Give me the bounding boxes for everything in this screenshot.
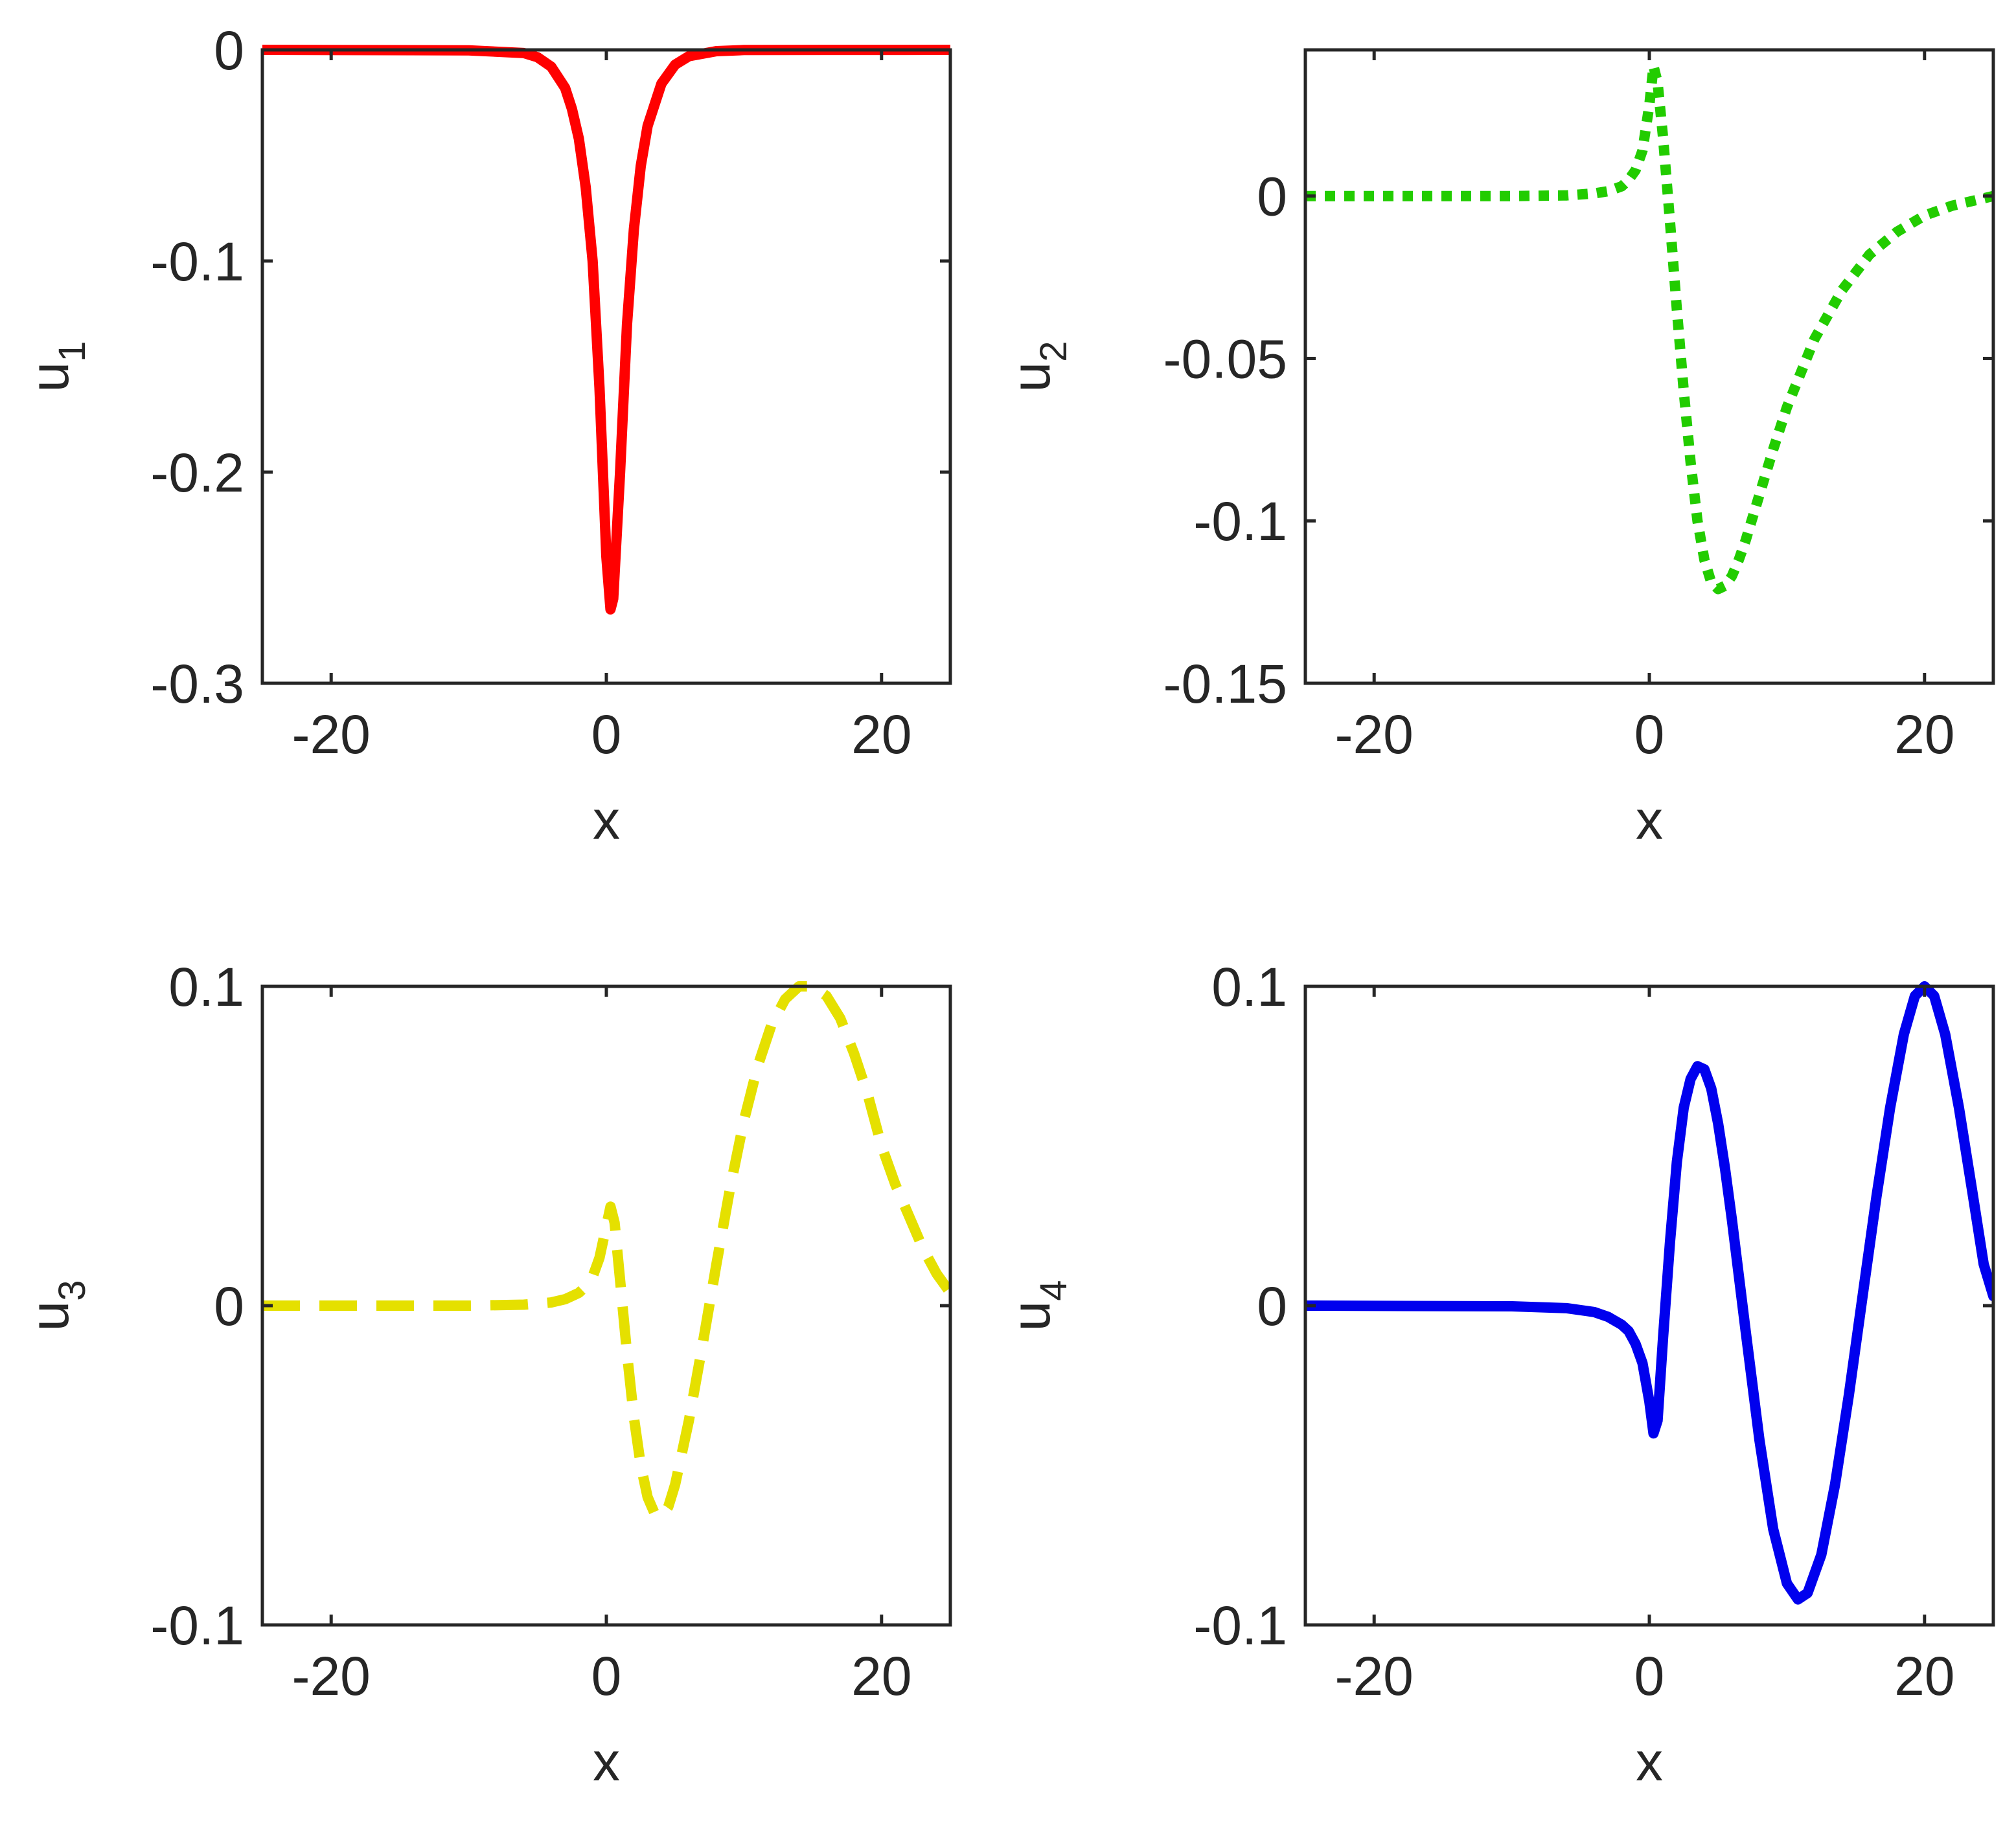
panel-top-right-axes-frame (1303, 48, 1995, 685)
y-tick-label: 0.1 (168, 957, 244, 1017)
panel-top-right-y-axis-label: u2 (1000, 341, 1075, 392)
x-tick-label: 0 (1634, 1646, 1665, 1707)
panel-top-left-y-axis-label: u1 (19, 341, 93, 392)
y-tick-label: -0.15 (1163, 653, 1287, 714)
x-tick-label: 0 (591, 1646, 622, 1707)
panel-bottom-right-x-axis-label: x (1636, 1731, 1663, 1792)
x-tick-label: 20 (851, 1646, 911, 1707)
panel-bottom-left-axes-frame (260, 984, 952, 1627)
panel-top-right: -20 0 20 0 -0.05 -0.1 -0.15 x u2 (1000, 48, 1995, 850)
panel-top-right-series-line (1305, 61, 1993, 595)
x-tick-label: 0 (1634, 704, 1665, 765)
y-tick-label: -0.1 (1193, 491, 1287, 552)
x-tick-label: 20 (1894, 1646, 1954, 1707)
x-tick-label: 0 (591, 704, 622, 765)
y-tick-label: 0 (1257, 1276, 1287, 1337)
panel-bottom-right-series-line (1305, 981, 1993, 1605)
x-tick-label: -20 (292, 704, 370, 765)
y-tick-label: -0.1 (150, 231, 244, 292)
y-tick-label: 0 (214, 20, 244, 81)
panel-bottom-left-y-axis-label: u3 (19, 1280, 93, 1332)
x-tick-label: -20 (1334, 1646, 1413, 1707)
y-tick-label: 0 (1257, 166, 1287, 227)
panel-top-left-x-axis-label: x (593, 789, 620, 850)
y-tick-label: 0 (214, 1276, 244, 1337)
panel-top-left-series-line (262, 45, 950, 615)
y-tick-label: -0.2 (150, 442, 244, 503)
y-tick-label: -0.1 (150, 1595, 244, 1656)
y-tick-label: 0.1 (1211, 957, 1287, 1017)
x-tick-label: 20 (1894, 704, 1954, 765)
x-tick-label: 20 (851, 704, 911, 765)
x-tick-label: -20 (1334, 704, 1413, 765)
y-tick-label: -0.3 (150, 653, 244, 714)
x-tick-label: -20 (292, 1646, 370, 1707)
y-tick-label: -0.05 (1163, 328, 1287, 389)
y-tick-label: -0.1 (1193, 1595, 1287, 1656)
panel-bottom-right: -20 0 20 0.1 0 -0.1 x u4 (1000, 957, 1995, 1792)
panel-top-right-x-axis-label: x (1636, 789, 1663, 850)
panel-top-left: -20 0 20 0 -0.1 -0.2 -0.3 x u1 (19, 20, 952, 850)
panel-bottom-right-y-axis-label: u4 (1000, 1280, 1075, 1332)
panel-bottom-left-x-axis-label: x (593, 1731, 620, 1792)
panel-bottom-left: -20 0 20 0.1 0 -0.1 x u3 (19, 957, 952, 1792)
panel-bottom-left-series-line (262, 981, 950, 1522)
